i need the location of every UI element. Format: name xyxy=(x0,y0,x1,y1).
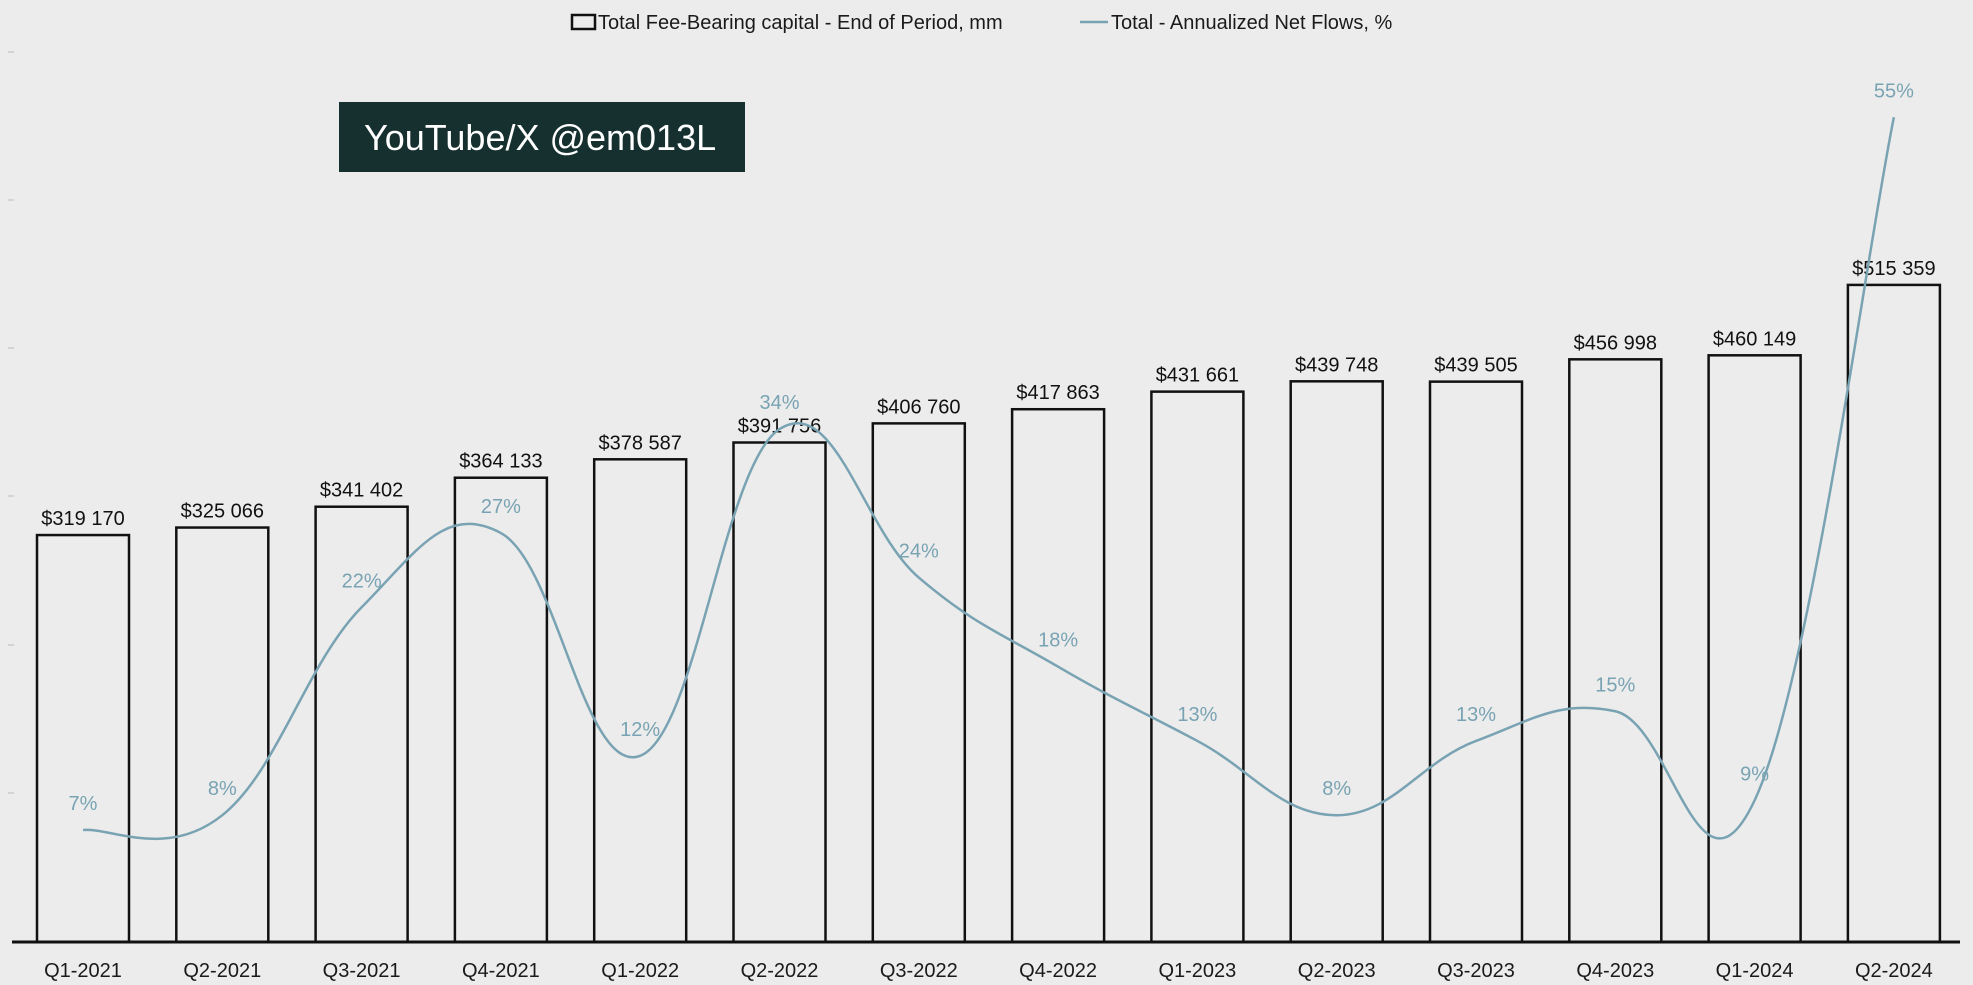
bar xyxy=(1846,283,1942,944)
bar-data-labels: $319 170 $325 066 $341 402 $364 133 $378 587… xyxy=(41,258,1935,530)
line-data-label: 13% xyxy=(1177,704,1217,726)
watermark: YouTube/X @em013L xyxy=(339,102,745,172)
bar-data-label: $515 359 xyxy=(1852,258,1935,280)
net-flows-line xyxy=(82,117,1896,841)
bar-data-label: $439 505 xyxy=(1434,355,1517,377)
bar xyxy=(1010,407,1106,944)
x-tick-label: Q3-2023 xyxy=(1437,960,1515,982)
line-data-label: 55% xyxy=(1874,80,1914,102)
bar-series xyxy=(35,283,1942,944)
bar-data-label: $456 998 xyxy=(1574,332,1657,354)
line-data-label: 9% xyxy=(1740,763,1769,785)
bar xyxy=(1150,390,1245,944)
line-data-label: 27% xyxy=(481,496,521,518)
bar xyxy=(453,476,549,944)
line-data-label: 34% xyxy=(759,392,799,414)
bar-data-label: $439 748 xyxy=(1295,354,1378,376)
x-tick-label: Q4-2021 xyxy=(462,960,540,982)
line-series xyxy=(82,117,1896,841)
x-tick-label: Q2-2021 xyxy=(183,960,261,982)
watermark-box xyxy=(339,102,745,172)
line-data-label: 15% xyxy=(1595,674,1635,696)
bar xyxy=(1289,380,1384,944)
bar xyxy=(35,533,131,944)
line-data-label: 22% xyxy=(342,570,382,592)
bar-data-label: $417 863 xyxy=(1016,382,1099,404)
left-axis-ticks xyxy=(8,51,14,794)
bar xyxy=(1707,354,1802,944)
x-tick-label: Q1-2021 xyxy=(44,960,122,982)
bar xyxy=(1568,358,1663,944)
x-tick-label: Q2-2023 xyxy=(1298,960,1376,982)
bar xyxy=(1428,380,1524,944)
x-tick-label: Q4-2023 xyxy=(1576,960,1654,982)
bar-data-label: $391 756 xyxy=(738,416,821,438)
bar xyxy=(732,441,827,944)
legend-line-label: Total - Annualized Net Flows, % xyxy=(1111,12,1392,34)
x-tick-label: Q2-2022 xyxy=(741,960,819,982)
x-tick-label: Q1-2023 xyxy=(1158,960,1236,982)
bar-data-label: $406 760 xyxy=(877,396,960,418)
bar xyxy=(592,458,688,944)
x-tick-label: Q4-2022 xyxy=(1019,960,1097,982)
line-data-label: 7% xyxy=(69,793,98,815)
bar xyxy=(871,422,967,944)
x-tick-label: Q3-2022 xyxy=(880,960,958,982)
line-data-label: 8% xyxy=(208,778,237,800)
bar xyxy=(314,505,409,944)
x-tick-label: Q2-2024 xyxy=(1855,960,1933,982)
watermark-text: YouTube/X @em013L xyxy=(364,117,716,158)
x-axis-tick-labels: Q1-2021 Q2-2021 Q3-2021 Q4-2021 Q1-2022 Q2-20… xyxy=(44,960,1933,982)
bar xyxy=(175,526,270,944)
legend-bar-label: Total Fee-Bearing capital - End of Perio… xyxy=(598,12,1003,34)
legend-bar-swatch xyxy=(570,13,597,31)
line-data-labels: 7% 8% 22% 27% 12% 34% 24% 18% 13% 8% 13% 15% 9% 55% xyxy=(69,80,1915,815)
line-data-label: 24% xyxy=(899,541,939,563)
line-data-label: 12% xyxy=(620,719,660,741)
bar-data-label: $460 149 xyxy=(1713,328,1796,350)
bar-data-label: $341 402 xyxy=(320,480,403,502)
legend: Total Fee-Bearing capital - End of Perio… xyxy=(570,12,1392,34)
x-tick-label: Q3-2021 xyxy=(323,960,401,982)
line-data-label: 8% xyxy=(1322,778,1351,800)
bar-data-label: $325 066 xyxy=(181,501,264,523)
x-tick-label: Q1-2024 xyxy=(1716,960,1794,982)
x-tick-label: Q1-2022 xyxy=(601,960,679,982)
bar-data-label: $364 133 xyxy=(459,451,542,473)
bar-data-label: $378 587 xyxy=(598,432,681,454)
line-data-label: 18% xyxy=(1038,630,1078,652)
bar-data-label: $319 170 xyxy=(41,508,124,530)
line-data-label: 13% xyxy=(1456,704,1496,726)
bar-data-label: $431 661 xyxy=(1156,365,1239,387)
